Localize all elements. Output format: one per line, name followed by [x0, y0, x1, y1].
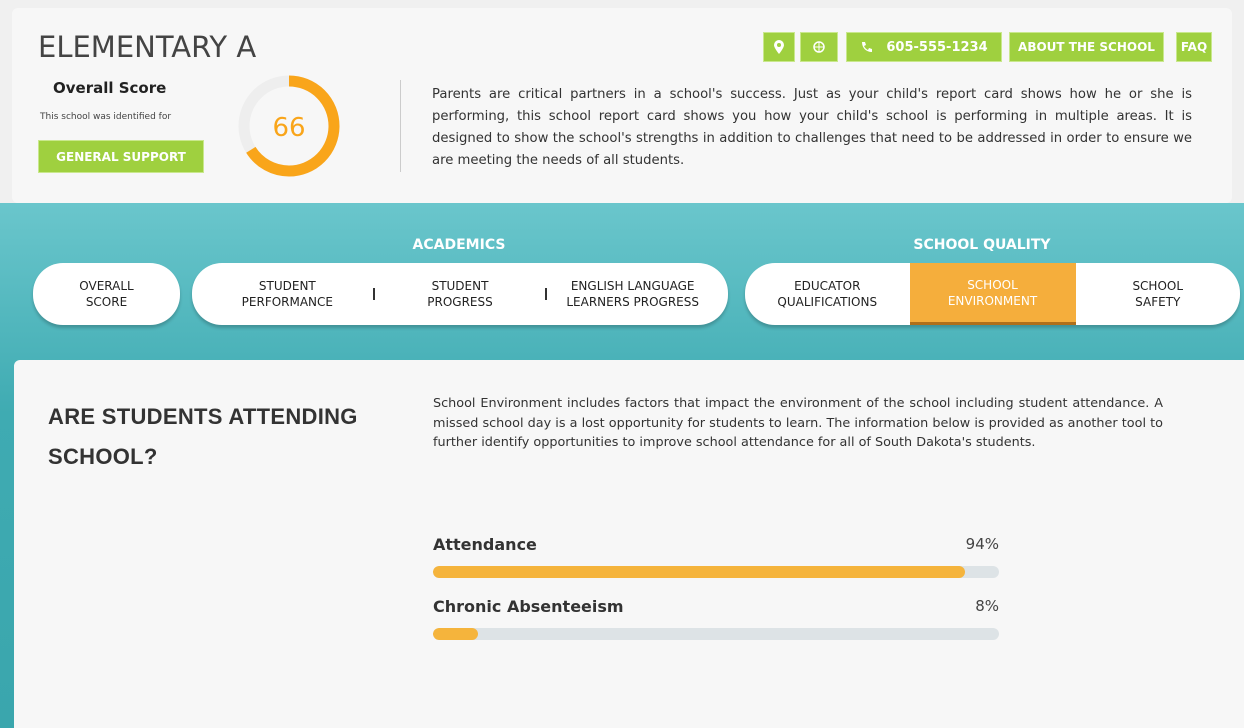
divider — [400, 80, 401, 172]
phone-icon — [862, 42, 873, 52]
quality-pill: EDUCATOR QUALIFICATIONS SCHOOL ENVIRONMENT S… — [745, 263, 1240, 325]
donut-arc — [238, 75, 340, 177]
pin-icon — [774, 40, 784, 54]
tab-line: QUALIFICATIONS — [777, 295, 878, 309]
score-donut: 66 — [238, 75, 340, 177]
metric-bar — [433, 566, 966, 578]
content-card — [14, 360, 1244, 728]
faq-button[interactable]: FAQ — [1176, 32, 1212, 62]
tab-line: ENGLISH LANGUAGE — [570, 279, 695, 293]
description: Parents are critical partners in a schoo… — [432, 87, 1192, 168]
tab-line: STUDENT — [258, 279, 316, 293]
metric-track — [433, 566, 999, 578]
tab[interactable]: ENGLISH LANGUAGE LEARNERS PROGRESS — [547, 263, 718, 325]
support-button[interactable]: GENERAL SUPPORT — [38, 140, 204, 173]
location-button[interactable] — [763, 32, 795, 62]
tab-line: SCHOOL — [967, 277, 1018, 292]
metric-name: Attendance — [433, 535, 537, 554]
tab-line: PROGRESS — [427, 295, 493, 309]
school-title: ELEMENTARY A — [38, 30, 257, 64]
tab-line: EDUCATOR — [794, 279, 861, 293]
overall-pill: OVERALL SCORE — [33, 263, 180, 325]
phone-number: 605-555-1234 — [886, 39, 988, 55]
tab-line: SCORE — [85, 295, 128, 309]
tab-line: PERFORMANCE — [241, 295, 333, 309]
tab[interactable]: OVERALL SCORE — [33, 263, 180, 325]
tab-separator — [372, 288, 375, 300]
tab-line: STUDENT — [431, 279, 489, 293]
identified-text: This school was identified for — [40, 112, 172, 122]
score-label: Overall Score — [53, 79, 167, 97]
tab-line: SCHOOL — [1132, 279, 1184, 293]
metric-name: Chronic Absenteeism — [433, 597, 624, 616]
globe-icon — [813, 41, 825, 53]
metric-value: 8% — [975, 597, 999, 615]
tab[interactable]: STUDENT PERFORMANCE — [202, 263, 373, 325]
tab-line: SAFETY — [1135, 295, 1181, 309]
tab-separator — [545, 288, 548, 300]
tab[interactable]: STUDENT PROGRESS — [375, 263, 546, 325]
tab[interactable]: SCHOOL SAFETY — [1076, 263, 1241, 325]
academics-pill: STUDENT PERFORMANCE STUDENT PROGRESS ENGLISH… — [192, 263, 728, 325]
tab-line: LEARNERS PROGRESS — [566, 295, 699, 309]
tab-line: ENVIRONMENT — [947, 293, 1038, 308]
about-button[interactable]: ABOUT THE SCHOOL — [1009, 32, 1164, 62]
tab-line: OVERALL — [79, 279, 134, 293]
tab[interactable]: SCHOOL ENVIRONMENT — [909, 263, 1076, 325]
group-label: SCHOOL QUALITY — [913, 237, 1051, 253]
phone-button[interactable]: 605-555-1234 — [846, 32, 1002, 62]
metric-track — [433, 628, 999, 640]
group-label: ACADEMICS — [412, 237, 506, 253]
score-value: 66 — [272, 113, 305, 143]
tab[interactable]: EDUCATOR QUALIFICATIONS — [745, 263, 910, 325]
website-button[interactable] — [800, 32, 838, 62]
metric-bar — [433, 628, 479, 640]
section-text: School Environment includes factors that… — [433, 396, 1163, 450]
section-heading: ARE STUDENTS ATTENDING SCHOOL? — [48, 404, 358, 469]
metric-value: 94% — [965, 535, 999, 553]
